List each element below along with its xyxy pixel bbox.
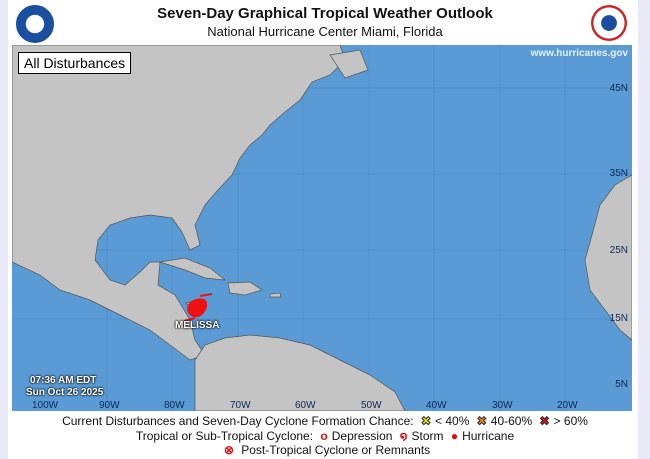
- legend-row-cyclone: Tropical or Sub-Tropical Cyclone: o Depre…: [0, 429, 650, 443]
- timestamp-date: Sun Oct 26 2025: [26, 387, 104, 398]
- hurricane-icon[interactable]: [183, 293, 213, 322]
- lat-label: 35N: [609, 168, 628, 179]
- post-tropical-icon: ⊗: [223, 443, 234, 457]
- legend-post-tropical: Post-Tropical Cyclone or Remnants: [241, 443, 431, 457]
- lon-label: 50W: [361, 400, 382, 411]
- lat-label: 45N: [609, 83, 628, 94]
- lon-label: 60W: [295, 400, 316, 411]
- legend-high: > 60%: [553, 414, 588, 428]
- legend-row-formation: Current Disturbances and Seven-Day Cyclo…: [0, 414, 650, 429]
- lon-label: 90W: [99, 400, 120, 411]
- storm-icon: ໑: [399, 429, 408, 443]
- legend-storm: Storm: [411, 429, 444, 443]
- lat-label: 25N: [609, 245, 628, 256]
- map-svg: [12, 45, 632, 411]
- orange-x-icon: ✖: [476, 414, 487, 429]
- red-x-icon: ✖: [539, 414, 550, 429]
- outlook-map: [12, 45, 632, 411]
- legend-hurricane: Hurricane: [462, 429, 515, 443]
- lon-label: 40W: [426, 400, 447, 411]
- page-subtitle: National Hurricane Center Miami, Florida: [207, 24, 443, 39]
- hispaniola: [227, 281, 263, 296]
- noaa-logo: [16, 5, 54, 43]
- legend-label: Tropical or Sub-Tropical Cyclone:: [135, 429, 314, 443]
- lon-label: 100W: [32, 400, 59, 411]
- newfoundland: [329, 49, 369, 79]
- website-label: www.hurricanes.gov: [530, 48, 628, 59]
- north-america: [12, 45, 346, 361]
- storm-name-label[interactable]: MELISSA: [175, 320, 220, 331]
- legend-row-post-tropical: ⊗ Post-Tropical Cyclone or Remnants: [0, 443, 650, 457]
- legend-label: Current Disturbances and Seven-Day Cyclo…: [62, 414, 414, 428]
- cuba: [159, 257, 227, 281]
- land: [12, 45, 632, 411]
- yellow-x-icon: ✖: [420, 414, 432, 429]
- depression-icon: o: [320, 429, 328, 443]
- lon-label: 20W: [557, 400, 578, 411]
- lon-label: 70W: [230, 400, 251, 411]
- legend-medium: 40-60%: [490, 414, 533, 428]
- timestamp-time: 07:36 AM EDT: [30, 375, 97, 386]
- lat-label: 5N: [615, 379, 628, 390]
- lat-label: 15N: [609, 313, 628, 324]
- lon-label: 80W: [164, 400, 185, 411]
- legend-low: < 40%: [435, 414, 470, 428]
- lon-label: 30W: [492, 400, 513, 411]
- nws-logo: [591, 5, 627, 41]
- hurricane-legend-icon: ●: [450, 429, 459, 443]
- puerto-rico: [269, 292, 282, 298]
- africa: [584, 174, 632, 341]
- view-label: All Disturbances: [18, 52, 132, 74]
- page-title: Seven-Day Graphical Tropical Weather Out…: [157, 5, 493, 22]
- south-america: [194, 334, 406, 411]
- legend-depression: Depression: [331, 429, 393, 443]
